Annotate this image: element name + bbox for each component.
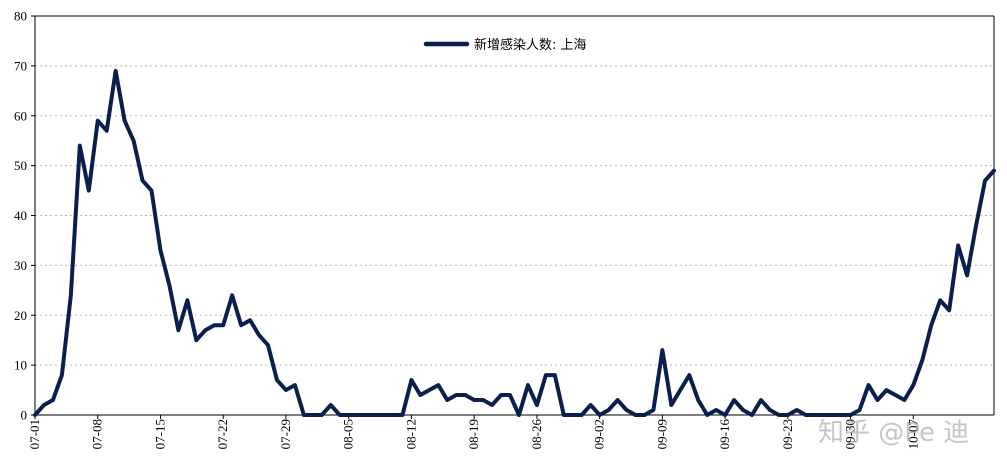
watermark: 知乎 @Pe 迪 — [818, 418, 970, 448]
y-tick-label: 80 — [14, 9, 27, 24]
x-tick-label: 09-23 — [780, 419, 795, 449]
y-tick-label: 50 — [14, 158, 27, 173]
x-tick-label: 07-22 — [215, 419, 230, 449]
x-tick-label: 08-05 — [341, 419, 356, 449]
series-line — [33, 68, 996, 417]
legend: 新增感染人数: 上海 — [423, 37, 587, 53]
x-tick-label: 07-01 — [27, 419, 42, 449]
y-tick-label: 70 — [14, 58, 27, 73]
y-tick-label: 10 — [14, 358, 27, 373]
y-tick-label: 20 — [14, 308, 27, 323]
series-group — [33, 68, 996, 417]
y-axis-ticks: 0 10 20 30 40 50 60 70 80 — [14, 9, 35, 423]
x-tick-label: 08-26 — [529, 419, 544, 450]
y-tick-label: 30 — [14, 258, 27, 273]
x-tick-label: 09-30 — [843, 419, 858, 449]
x-tick-label: 08-19 — [466, 419, 481, 449]
y-tick-label: 0 — [21, 408, 28, 423]
x-tick-label: 09-02 — [592, 419, 607, 449]
x-axis-ticks: 07-01 07-08 07-15 07-22 07-29 08-05 08-12 08-19… — [27, 415, 920, 449]
x-tick-label: 09-16 — [717, 419, 732, 450]
x-tick-label: 10-07 — [905, 419, 920, 450]
x-tick-label: 09-09 — [654, 419, 669, 449]
y-tick-label: 40 — [14, 208, 27, 223]
x-tick-label: 08-12 — [403, 419, 418, 449]
x-tick-label: 07-08 — [90, 419, 105, 449]
x-tick-label: 07-15 — [152, 419, 167, 449]
x-tick-label: 07-29 — [278, 419, 293, 449]
gridlines — [35, 15, 994, 366]
y-tick-label: 60 — [14, 108, 27, 123]
legend-label: 新增感染人数: 上海 — [474, 37, 587, 53]
